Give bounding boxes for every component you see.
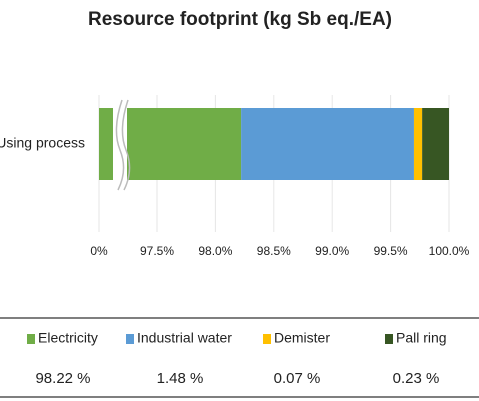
legend-swatch [27,334,35,344]
chart-title: Resource footprint (kg Sb eq./EA) [88,9,392,30]
value-label: 98.22 % [35,370,90,387]
axis-break-line [121,99,131,191]
bar-segment [241,108,414,180]
bar-segment [413,108,423,180]
legend-label: Industrial water [137,330,232,346]
x-tick-label: 97.5% [140,244,174,258]
axis-break-line [115,99,125,191]
value-label: 0.23 % [393,370,440,387]
category-label: Using process [0,135,85,151]
x-tick-label: 98.0% [198,244,232,258]
bar-segment [422,108,449,180]
x-tick-label: 0% [90,244,108,258]
legend-swatch [263,334,271,344]
legend-label: Electricity [38,330,98,346]
x-tick-label: 99.0% [315,244,349,258]
value-label: 1.48 % [157,370,204,387]
legend-swatch [385,334,393,344]
x-tick-label: 98.5% [257,244,291,258]
x-tick-label: 99.5% [374,244,408,258]
legend-label: Pall ring [396,330,447,346]
legend-swatch [126,334,134,344]
value-label: 0.07 % [274,370,321,387]
legend-label: Demister [274,330,330,346]
x-tick-label: 100.0% [429,244,470,258]
